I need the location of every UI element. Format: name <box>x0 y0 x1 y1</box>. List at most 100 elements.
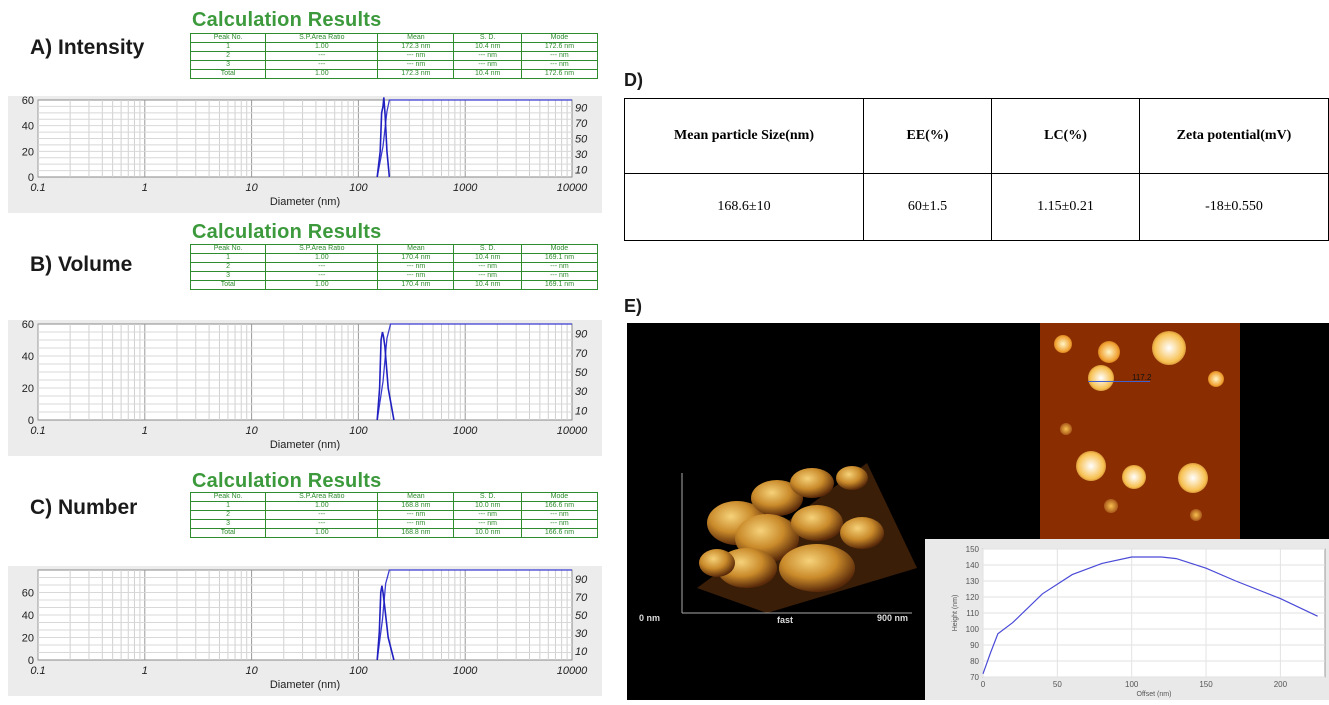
panel-label-b: B) Volume <box>30 253 133 276</box>
afm-2d-particle <box>1076 451 1106 481</box>
calc-cell: --- nm <box>377 271 455 281</box>
calc-cell: 3 <box>189 271 267 281</box>
summary-header-zeta: Zeta potential(mV) <box>1139 98 1329 174</box>
afm-axis-mid: fast <box>777 615 794 625</box>
x-tick-label: 100 <box>349 425 368 437</box>
calc-cell: --- nm <box>453 519 522 529</box>
profile-x-tick-label: 100 <box>1125 680 1139 689</box>
profile-y-tick-label: 70 <box>970 673 979 682</box>
profile-x-tick-label: 150 <box>1199 680 1213 689</box>
calc-cell: 2 <box>189 262 267 272</box>
calc-cell: --- <box>265 262 379 272</box>
y2-tick-label: 10 <box>575 646 588 658</box>
calc-cell: --- nm <box>520 60 599 70</box>
calc-cell: 1 <box>189 253 267 263</box>
calc-header-cell: S.P.Area Ratio <box>265 244 379 254</box>
calc-header-cell: Peak No. <box>189 492 267 502</box>
y-tick-label: 0 <box>28 172 34 184</box>
afm-2d-particle <box>1190 509 1202 521</box>
calc-cell: 2 <box>189 51 267 61</box>
calc-cell: 1.00 <box>265 280 379 290</box>
calc-row: 1 1.00 172.3 nm 10.4 nm 172.6 nm <box>189 42 599 52</box>
afm-2d-particle <box>1178 463 1208 493</box>
profile-x-tick-label: 0 <box>981 680 986 689</box>
afm-2d-particle <box>1152 331 1186 365</box>
y-tick-label: 20 <box>22 633 34 645</box>
y-tick-label: 40 <box>22 610 34 622</box>
calc-cell: 168.8 nm <box>377 528 455 538</box>
x-tick-label: 1000 <box>453 665 478 677</box>
afm-axis-end: 900 nm <box>877 613 909 623</box>
calc-row: 2 --- --- nm --- nm --- nm <box>189 51 599 61</box>
calc-header-cell: Mean <box>377 244 455 254</box>
cumulative-line <box>376 569 572 661</box>
y-tick-label: 0 <box>28 415 34 427</box>
x-tick-label: 1000 <box>453 425 478 437</box>
profile-y-tick-label: 100 <box>966 625 980 634</box>
y2-tick-label: 30 <box>575 149 588 161</box>
afm-3d-particle <box>840 517 884 549</box>
calc-cell: 172.3 nm <box>377 69 455 79</box>
y2-tick-label: 10 <box>575 405 588 417</box>
calc-header-cell: Mode <box>520 33 599 43</box>
distribution-line <box>376 97 391 178</box>
afm-2d-particle <box>1208 371 1224 387</box>
y2-tick-label: 90 <box>575 329 588 341</box>
calc-cell: --- nm <box>377 519 455 529</box>
panel-label-a: A) Intensity <box>30 36 145 59</box>
calc-cell: --- nm <box>453 510 522 520</box>
x-tick-label: 0.1 <box>30 665 45 677</box>
x-tick-label: 0.1 <box>30 425 45 437</box>
y2-tick-label: 30 <box>575 628 588 640</box>
calc-table-volume: Peak No. S.P.Area Ratio Mean S. D. Mode 1 1.00… <box>189 244 599 290</box>
calc-cell: --- nm <box>520 51 599 61</box>
calc-cell: --- nm <box>453 51 522 61</box>
calc-row: Total 1.00 172.3 nm 10.4 nm 172.6 nm <box>189 69 599 79</box>
afm-3d-particle <box>779 544 855 592</box>
x-tick-label: 10000 <box>557 425 588 437</box>
summary-value-lc: 1.15±0.21 <box>991 173 1140 241</box>
calc-row: 2 --- --- nm --- nm --- nm <box>189 510 599 520</box>
calc-row: 3 --- --- nm --- nm --- nm <box>189 271 599 281</box>
calc-header-cell: S. D. <box>453 244 522 254</box>
x-axis-label: Diameter (nm) <box>270 196 340 208</box>
calc-row: 3 --- --- nm --- nm --- nm <box>189 519 599 529</box>
distribution-line <box>376 331 395 421</box>
calc-header-cell: Mean <box>377 33 455 43</box>
afm-3d-particle <box>699 549 735 577</box>
afm-3d-surface <box>681 463 917 614</box>
calc-header-cell: Mode <box>520 244 599 254</box>
calc-cell: Total <box>189 280 267 290</box>
afm-2d-particle <box>1054 335 1072 353</box>
y-tick-label: 0 <box>28 655 34 667</box>
calc-row: Total 1.00 168.8 nm 10.0 nm 166.6 nm <box>189 528 599 538</box>
x-axis-label: Diameter (nm) <box>270 439 340 451</box>
y-tick-label: 40 <box>22 121 34 133</box>
calc-cell: --- nm <box>520 510 599 520</box>
calc-cell: Total <box>189 69 267 79</box>
calc-cell: --- nm <box>453 271 522 281</box>
calc-cell: --- nm <box>377 60 455 70</box>
panel-label-c: C) Number <box>30 496 138 519</box>
afm-2d-particle <box>1098 341 1120 363</box>
afm-2d-particle <box>1060 423 1072 435</box>
y2-tick-label: 30 <box>575 386 588 398</box>
calc-table-intensity: Peak No. S.P.Area Ratio Mean S. D. Mode 1 1.00… <box>189 33 599 79</box>
calc-cell: 1 <box>189 42 267 52</box>
calc-header-row: Peak No. S.P.Area Ratio Mean S. D. Mode <box>189 244 599 254</box>
profile-y-tick-label: 120 <box>966 593 980 602</box>
y-tick-label: 20 <box>22 146 34 158</box>
y-tick-label: 60 <box>22 96 34 107</box>
x-tick-label: 0.1 <box>30 182 45 194</box>
calc-header-cell: Peak No. <box>189 33 267 43</box>
calc-cell: 1.00 <box>265 528 379 538</box>
calc-header-cell: Mode <box>520 492 599 502</box>
afm-2d-scan-area: 117.2 <box>1040 323 1240 539</box>
calc-cell: 166.6 nm <box>520 528 599 538</box>
summary-value-ee: 60±1.5 <box>863 173 992 241</box>
calc-cell: 10.4 nm <box>453 42 522 52</box>
calc-cell: 1.00 <box>265 42 379 52</box>
profile-y-tick-label: 90 <box>970 641 979 650</box>
summary-header-size: Mean particle Size(nm) <box>624 98 864 174</box>
profile-y-tick-label: 150 <box>966 545 980 554</box>
